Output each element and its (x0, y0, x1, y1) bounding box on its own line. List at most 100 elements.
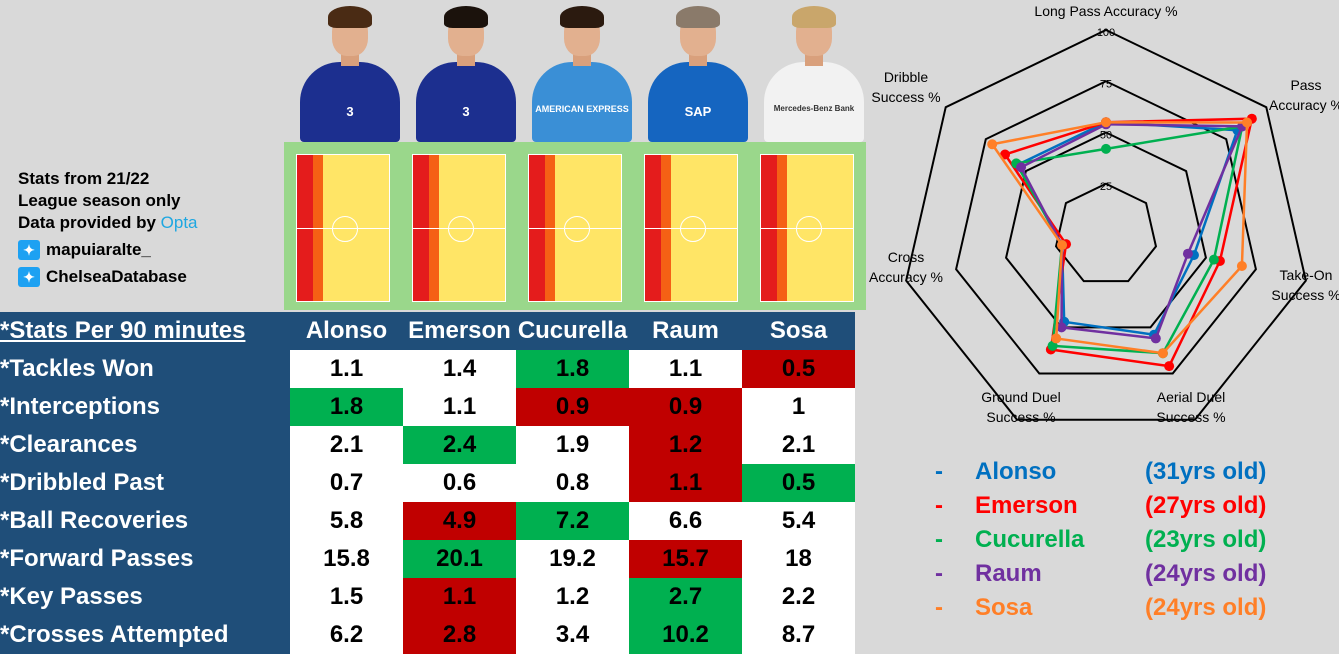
radar-point (987, 139, 998, 150)
row-label: *Clearances (0, 426, 290, 464)
radar-chart: 25 50 75 100 Long Pass Accuracy % Pass Accurac… (869, 3, 1339, 425)
table-row: *Ball Recoveries 5.8 4.9 7.2 6.6 5.4 (0, 502, 855, 540)
table-cell: 8.7 (742, 616, 855, 654)
stats-table: *Stats Per 90 minutes Alonso Emerson Cucur… (0, 312, 855, 654)
table-cell: 1.1 (629, 464, 742, 502)
legend-item-raum: - Raum (24yrs old) (935, 557, 1266, 591)
table-cell: 1.1 (629, 350, 742, 388)
legend-item-sosa: - Sosa (24yrs old) (935, 591, 1266, 625)
shirt-sponsor: Mercedes-Benz Bank (773, 104, 855, 113)
table-cell: 15.7 (629, 540, 742, 578)
legend-age: (24yrs old) (1145, 594, 1267, 621)
legend: - Alonso (31yrs old) - Emerson (27yrs old) - Cu… (935, 455, 1266, 625)
table-cell: 10.2 (629, 616, 742, 654)
row-label: *Forward Passes (0, 540, 290, 578)
radar-axis-label: Pass (1290, 77, 1321, 93)
info-line-1: Stats from 21/22 (18, 169, 150, 188)
row-label: *Interceptions (0, 388, 290, 426)
twitter-handle-2[interactable]: ✦ ChelseaDatabase (18, 266, 198, 288)
heatmap-sosa (760, 154, 854, 302)
radar-point (1056, 322, 1067, 333)
legend-name: Emerson (975, 492, 1078, 519)
table-cell: 1.1 (403, 388, 516, 426)
table-cell: 1 (742, 388, 855, 426)
table-cell: 1.2 (629, 426, 742, 464)
legend-name: Raum (975, 560, 1042, 587)
table-row: *Interceptions 1.8 1.1 0.9 0.9 1 (0, 388, 855, 426)
table-cell: 0.9 (516, 388, 629, 426)
info-line-2: League season only (18, 191, 181, 210)
table-row: *Clearances 2.1 2.4 1.9 1.2 2.1 (0, 426, 855, 464)
legend-dash: - (935, 526, 943, 553)
source-info: Stats from 21/22 League season only Data… (18, 168, 198, 288)
player-photo-raum: SAP (646, 4, 750, 142)
table-cell: 7.2 (516, 502, 629, 540)
table-cell: 5.8 (290, 502, 403, 540)
radar-point (1182, 248, 1193, 259)
row-label: *Dribbled Past (0, 464, 290, 502)
table-cell: 2.8 (403, 616, 516, 654)
heatmap-panel (284, 142, 866, 310)
player-photo-emerson: 3 (414, 4, 518, 142)
radar-series-raum (1019, 123, 1245, 340)
table-cell: 2.1 (290, 426, 403, 464)
table-cell: 2.4 (403, 426, 516, 464)
table-cell: 1.5 (290, 578, 403, 616)
table-cell: 1.2 (516, 578, 629, 616)
radar-tick-label: 75 (1100, 78, 1112, 90)
legend-name: Alonso (975, 458, 1057, 485)
legend-dash: - (935, 492, 943, 519)
player-photo-sosa: Mercedes-Benz Bank (762, 4, 866, 142)
legend-name: Cucurella (975, 526, 1085, 553)
radar-series-cucurella (1014, 124, 1244, 355)
radar-point (1016, 162, 1027, 173)
table-cell: 0.8 (516, 464, 629, 502)
twitter-handle-text: ChelseaDatabase (46, 267, 187, 286)
radar-axis-label: Take-On (1280, 267, 1333, 283)
radar-tick-label: 100 (1097, 27, 1115, 39)
radar-tick-label: 25 (1100, 181, 1112, 193)
radar-axis-label: Ground Duel (981, 389, 1060, 405)
heatmap-emerson (412, 154, 506, 302)
radar-axis-label: Accuracy % (869, 269, 943, 285)
table-cell: 15.8 (290, 540, 403, 578)
legend-age: (24yrs old) (1145, 560, 1267, 587)
row-label: *Key Passes (0, 578, 290, 616)
table-cell: 1.8 (516, 350, 629, 388)
column-header-alonso: Alonso (290, 312, 403, 350)
radar-point (1101, 143, 1111, 154)
column-header-raum: Raum (629, 312, 742, 350)
table-cell: 5.4 (742, 502, 855, 540)
radar-point (1057, 240, 1068, 251)
shirt-sponsor: AMERICAN EXPRESS (535, 104, 629, 114)
table-cell: 2.2 (742, 578, 855, 616)
radar-axis-label: Success % (1271, 287, 1339, 303)
radar-point (1242, 117, 1253, 128)
legend-dash: - (935, 594, 943, 621)
legend-age: (23yrs old) (1145, 526, 1267, 553)
radar-grid-ring (1054, 182, 1158, 283)
legend-age: (27yrs old) (1145, 492, 1267, 519)
heatmap-raum (644, 154, 738, 302)
table-row: *Tackles Won 1.1 1.4 1.8 1.1 0.5 (0, 350, 855, 388)
table-cell: 1.4 (403, 350, 516, 388)
twitter-icon: ✦ (18, 240, 40, 260)
table-cell: 2.7 (629, 578, 742, 616)
table-cell: 0.7 (290, 464, 403, 502)
radar-axis-label: Success % (871, 89, 940, 105)
legend-dash: - (935, 458, 943, 485)
legend-item-alonso: - Alonso (31yrs old) (935, 455, 1266, 489)
legend-item-emerson: - Emerson (27yrs old) (935, 489, 1266, 523)
table-cell: 0.5 (742, 464, 855, 502)
shirt-sponsor: 3 (462, 104, 470, 119)
table-cell: 6.2 (290, 616, 403, 654)
twitter-handle-1[interactable]: ✦ mapuiaralte_ (18, 239, 198, 261)
table-cell: 2.1 (742, 426, 855, 464)
radar-tick-label: 50 (1100, 130, 1112, 142)
table-row: *Key Passes 1.5 1.1 1.2 2.7 2.2 (0, 578, 855, 616)
heatmap-alonso (296, 154, 390, 302)
radar-grid-ring (1004, 131, 1208, 329)
radar-axis-label: Aerial Duel (1157, 389, 1225, 405)
radar-point (1047, 340, 1058, 351)
player-photo-alonso: 3 (298, 4, 402, 142)
